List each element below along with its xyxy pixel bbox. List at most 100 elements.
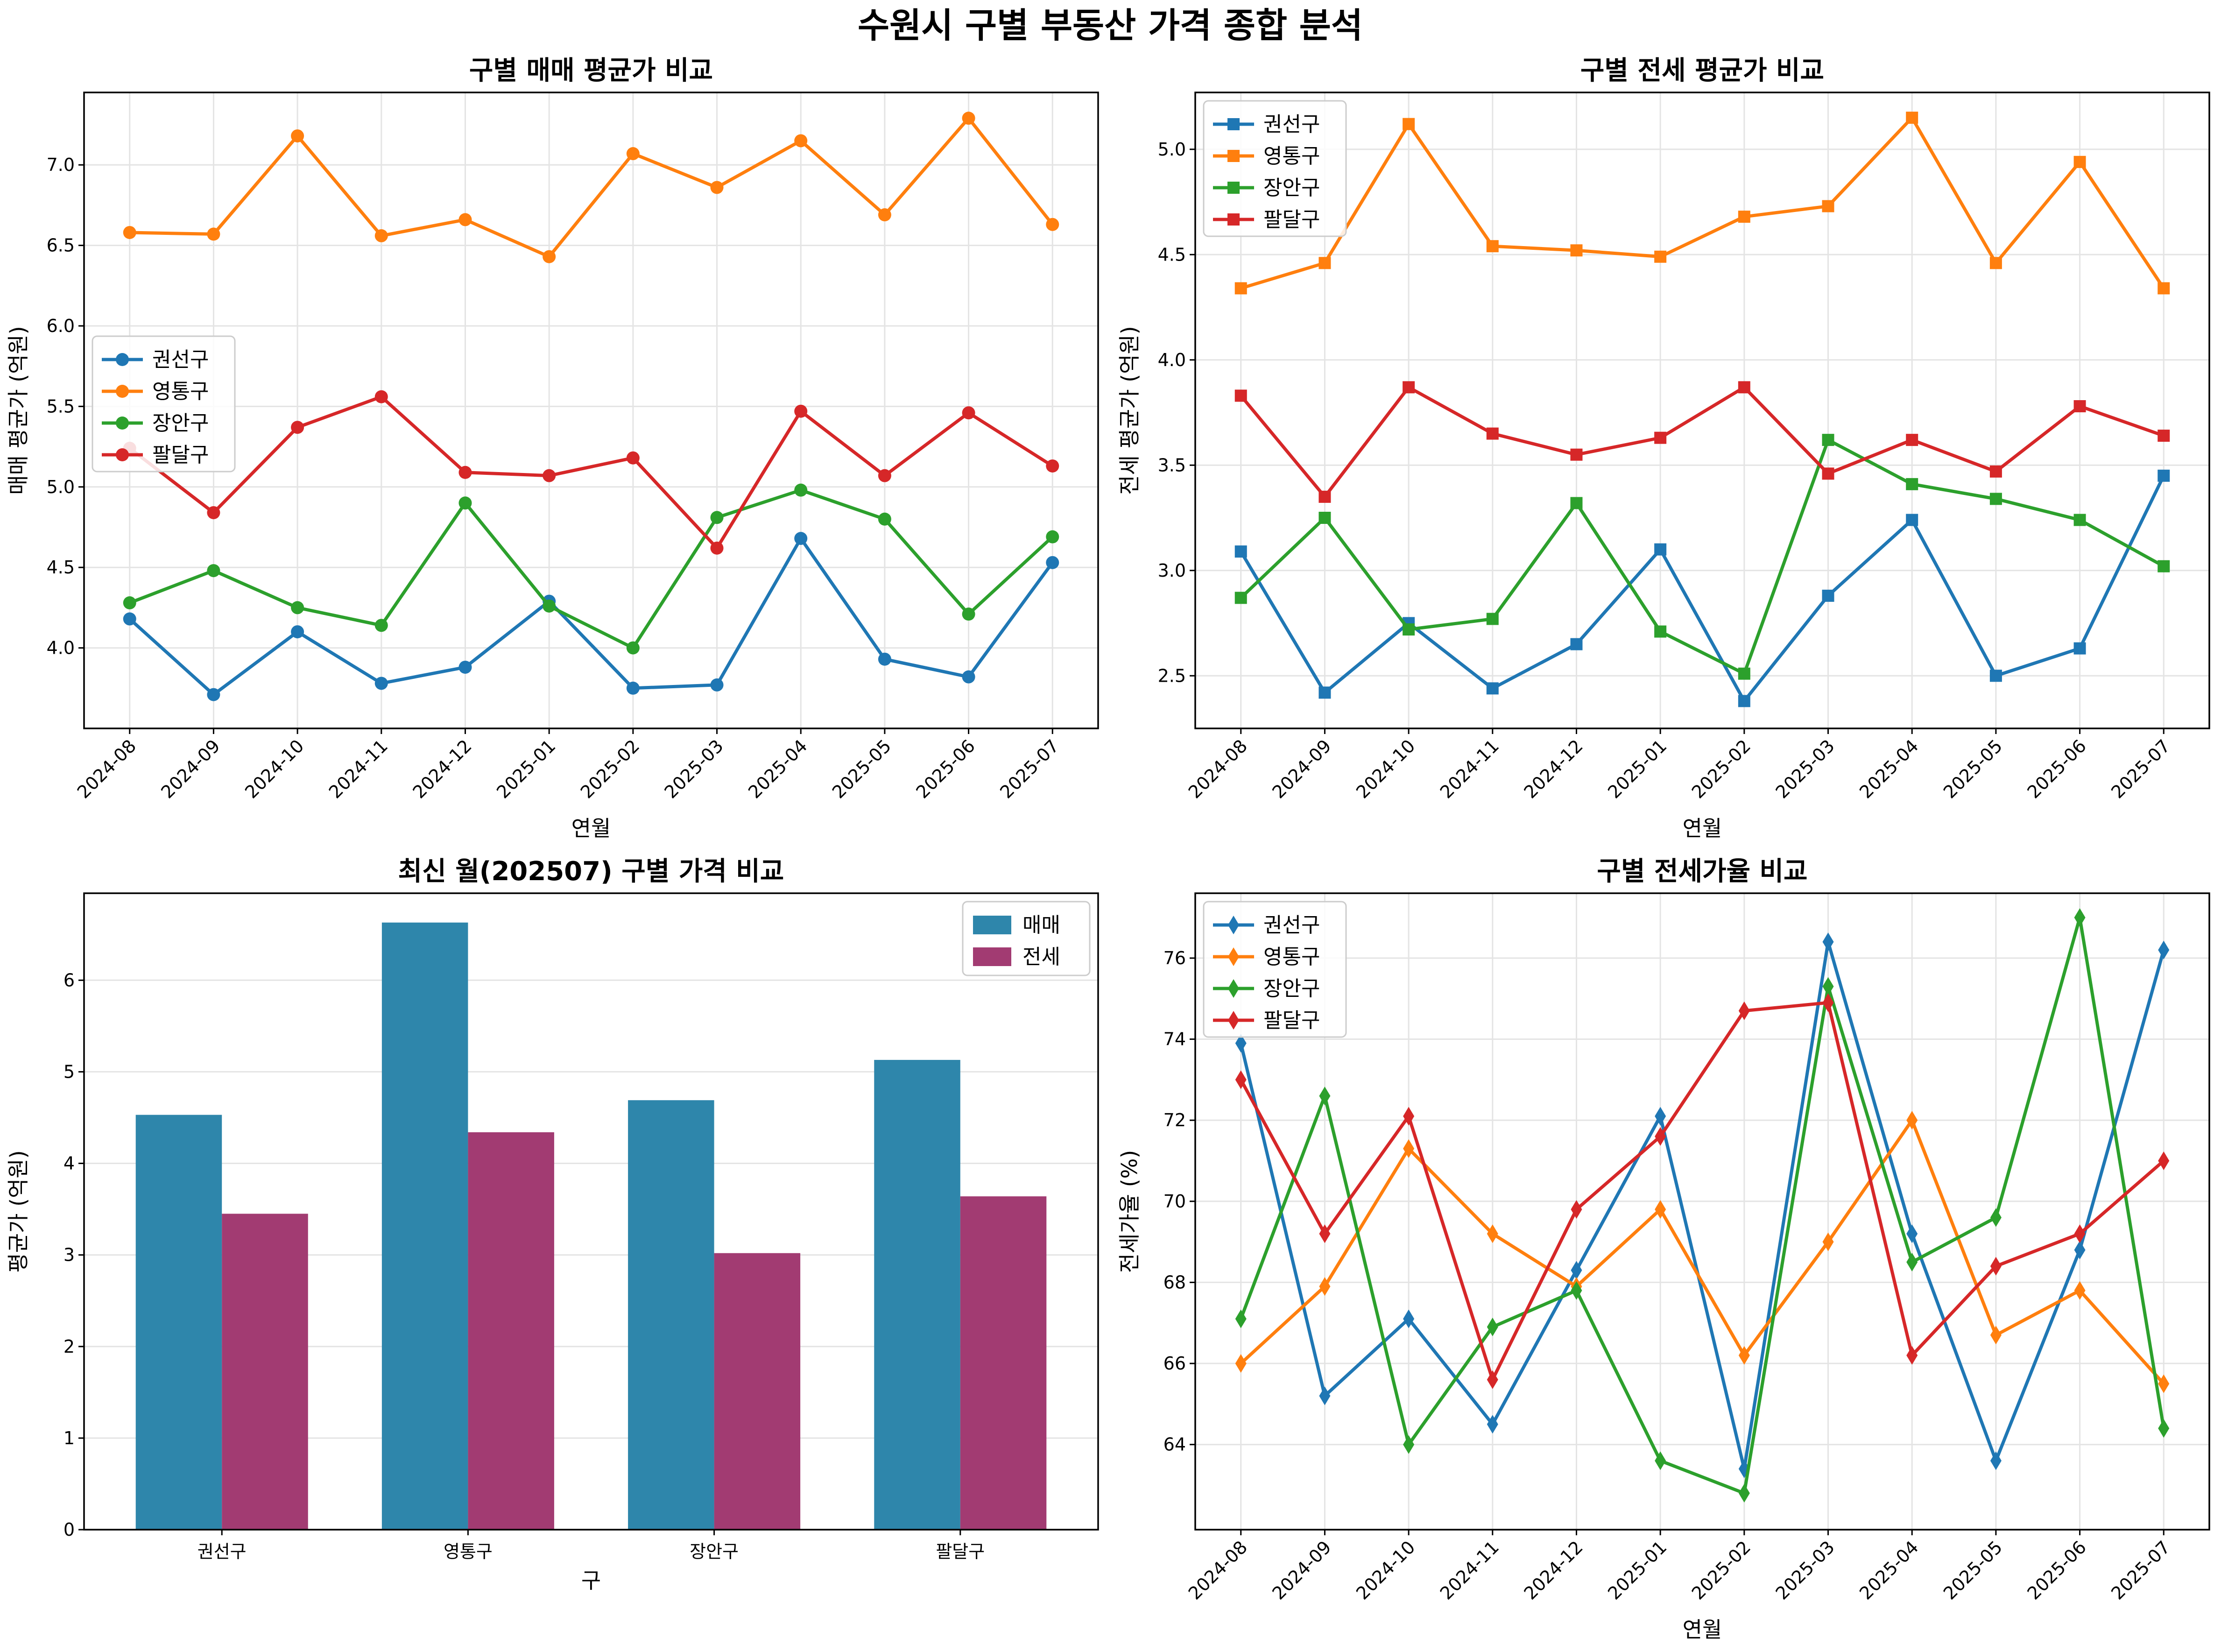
data-point [1571,1281,1582,1300]
data-point [543,469,556,482]
data-point [458,496,472,510]
legend-label: 권선구 [1263,113,1320,136]
data-point [1738,1001,1750,1020]
data-point [1906,112,1918,124]
data-point [1403,623,1415,636]
chart-title: 구별 매매 평균가 비교 [469,56,713,86]
x-tick-label: 2024-12 [409,735,475,802]
data-point [626,451,640,465]
legend-swatch [973,916,1011,934]
bar [628,1100,714,1530]
x-tick-label: 2025-01 [1604,735,1671,802]
data-point [1403,1435,1415,1454]
series-line [128,395,1054,550]
x-tick-label: 장안구 [690,1541,739,1562]
data-point [207,506,220,519]
data-point [878,208,891,222]
data-point [1906,434,1918,446]
data-point [2073,155,2086,168]
data-point [1989,257,2002,269]
x-tick-label: 2024-08 [1185,735,1251,802]
y-axis-label: 매매 평균가 (억원) [6,326,31,494]
data-point [1570,244,1583,257]
data-point [2073,514,2086,526]
series-line [1240,116,2165,290]
data-point [1318,512,1331,524]
y-tick-label: 6 [63,970,75,990]
x-tick-label: 2025-02 [577,735,643,802]
data-point [1906,478,1918,490]
legend-label: 팔달구 [1263,208,1320,232]
data-point [1655,1200,1666,1219]
legend-marker [116,448,129,461]
legend-marker [116,417,129,430]
bar [714,1253,801,1530]
data-point [1319,1224,1331,1243]
data-point [1318,257,1331,269]
data-point [878,512,891,526]
data-point [1738,1346,1750,1365]
data-point [2158,282,2170,295]
data-point [1738,211,1750,223]
data-point [1487,1415,1498,1434]
y-tick-label: 4.5 [47,557,75,578]
data-point [1235,1354,1247,1373]
legend-marker [1227,213,1240,226]
legend-label: 영통구 [1263,945,1320,969]
x-tick-label: 2025-01 [493,735,559,802]
data-point [1234,282,1247,295]
series-line [1239,940,2165,1471]
data-point [1046,459,1059,473]
y-tick-label: 5.0 [1158,139,1186,160]
data-point [1403,1139,1415,1158]
data-point [1654,543,1667,556]
data-point [1906,1253,1918,1272]
y-tick-label: 2.5 [1158,665,1186,686]
data-point [207,688,220,701]
x-tick-label: 2024-09 [1268,1537,1335,1603]
x-tick-label: 2024-10 [1352,735,1419,802]
data-point [1990,1326,2002,1345]
data-point [1486,613,1499,625]
plot-frame [83,892,1099,1531]
data-point [374,677,388,690]
data-point [2073,400,2086,412]
data-point [1906,514,1918,526]
data-point [1738,695,1750,707]
legend-label: 영통구 [152,380,209,403]
x-tick-label: 2025-05 [1939,1537,2006,1603]
data-point [2074,1240,2086,1259]
plot-frame [1194,92,2210,729]
data-point [1990,1208,2002,1227]
x-tick-label: 2025-05 [1939,735,2006,802]
data-point [1571,1261,1582,1280]
data-point [2074,1281,2086,1300]
sale-price-line-chart: 2024-08 2024-09 2024-10 2024-11 2024-12 2025-… [6,56,1099,841]
x-tick-label: 2025-06 [2024,735,2090,802]
data-point [1319,1277,1331,1296]
bar [960,1196,1047,1530]
data-point [710,678,724,692]
data-point [626,147,640,161]
legend-marker [116,353,129,366]
data-point [207,227,220,241]
x-tick-label: 2024-09 [1268,735,1335,802]
series-line [1240,385,2165,499]
data-point [710,511,724,524]
data-point [2158,430,2170,442]
data-point [1822,589,1834,602]
figure-title: 수원시 구별 부동산 가격 종합 분석 [858,6,1363,46]
x-tick-label: 2024-10 [241,735,308,802]
data-point [1738,381,1750,394]
data-point [1822,993,1834,1012]
legend-label: 전세 [1022,945,1060,969]
x-tick-label: 2024-12 [1520,1537,1586,1603]
x-tick-label: 2024-08 [73,735,140,802]
y-tick-label: 1 [63,1428,75,1448]
y-tick-label: 5 [63,1061,75,1082]
y-tick-label: 4.0 [1158,350,1186,370]
data-point [962,112,975,125]
data-point [962,607,975,621]
data-point [1403,1309,1415,1328]
x-tick-label: 2025-04 [1855,735,1922,802]
